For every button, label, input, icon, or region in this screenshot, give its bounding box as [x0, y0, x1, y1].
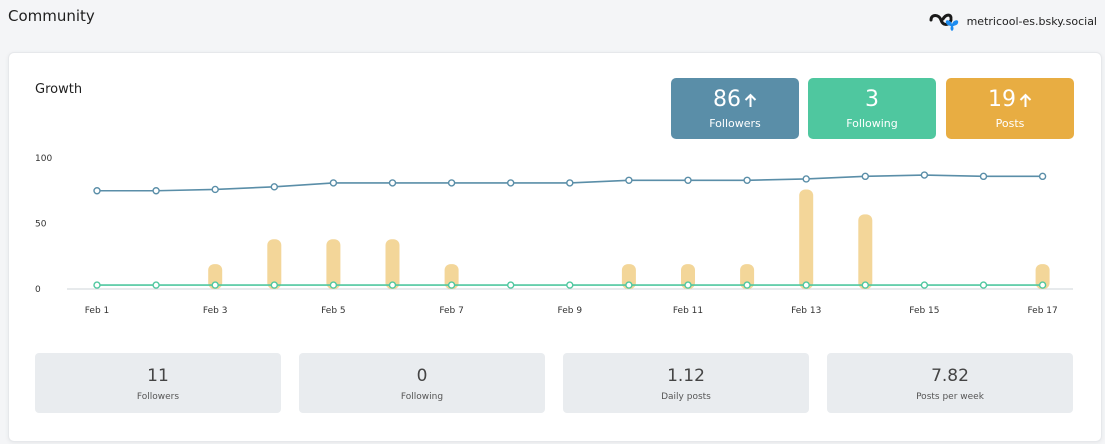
stat-posts-per-week: 7.82 Posts per week: [827, 353, 1073, 413]
following-point: [507, 281, 515, 289]
posts-bar: [208, 264, 223, 289]
posts-bar: [1035, 264, 1050, 289]
following-point: [979, 281, 988, 289]
stat-value: 7.82: [931, 366, 969, 386]
followers-point: [861, 172, 869, 181]
followers-point: [625, 176, 633, 184]
followers-point: [802, 175, 810, 183]
following-point: [270, 281, 278, 289]
following-point: [625, 281, 633, 289]
following-point: [211, 281, 219, 289]
x-tick-label: Feb 11: [673, 306, 703, 316]
stat-value: 11: [147, 366, 169, 386]
posts-bar: [444, 264, 459, 289]
x-tick-label: Feb 9: [558, 306, 583, 316]
stat-daily-posts: 1.12 Daily posts: [563, 353, 809, 413]
followers-point: [684, 176, 692, 184]
kpi-followers[interactable]: 86 Followers: [671, 78, 799, 139]
followers-point: [920, 171, 929, 179]
arrow-up-icon: [1019, 93, 1032, 107]
following-point: [566, 281, 574, 289]
y-tick-label: 50: [35, 220, 47, 230]
kpi-label: Followers: [709, 117, 761, 130]
followers-point: [1038, 172, 1047, 181]
x-tick-label: Feb 5: [321, 306, 346, 316]
x-tick-label: Feb 13: [791, 306, 821, 316]
following-point: [920, 281, 929, 289]
x-tick-label: Feb 17: [1027, 306, 1057, 316]
growth-chart: 100 50 0 Feb 1 Feb 3 Feb 5 Feb 7 Feb 9 Feb 11 Feb…: [35, 154, 1073, 316]
kpi-value: 3: [865, 87, 879, 112]
x-tick-label: Feb 3: [203, 306, 228, 316]
stat-following: 0 Following: [299, 353, 545, 413]
following-point: [802, 281, 810, 289]
following-point: [329, 281, 338, 289]
stat-label: Following: [400, 392, 444, 402]
followers-point: [329, 179, 338, 187]
following-point: [743, 281, 751, 289]
stat-followers: 11 Followers: [35, 353, 281, 413]
y-tick-label: 100: [35, 154, 52, 164]
followers-point: [270, 183, 278, 191]
followers-point: [447, 179, 456, 187]
following-point: [1038, 281, 1047, 289]
account-selector[interactable]: metricool-es.bsky.social: [929, 10, 1097, 32]
page-title: Community: [8, 7, 95, 25]
stat-label: Posts per week: [916, 392, 984, 402]
following-point: [152, 281, 160, 289]
account-handle: metricool-es.bsky.social: [966, 14, 1097, 28]
following-point: [447, 281, 456, 289]
posts-bar: [385, 239, 400, 289]
growth-card: Growth 86 Followers 3 Following 19 Posts…: [8, 52, 1102, 442]
followers-point: [743, 176, 751, 184]
arrow-up-icon: [744, 93, 757, 107]
posts-bar: [858, 214, 873, 289]
kpi-posts[interactable]: 19 Posts: [946, 78, 1074, 139]
following-point: [388, 281, 397, 289]
followers-point: [566, 179, 574, 187]
section-title: Growth: [35, 82, 83, 97]
followers-point: [507, 179, 515, 187]
metricool-bluesky-logo-icon: [929, 13, 958, 31]
kpi-value: 19: [988, 87, 1016, 112]
stat-label: Followers: [136, 392, 180, 402]
y-tick-label: 0: [35, 285, 41, 295]
stat-value: 1.12: [667, 366, 705, 386]
posts-bar: [621, 264, 636, 289]
posts-bar: [267, 239, 282, 289]
kpi-label: Following: [846, 117, 898, 130]
kpi-value: 86: [713, 87, 741, 112]
following-point: [93, 281, 101, 289]
followers-point: [93, 187, 101, 195]
kpi-following[interactable]: 3 Following: [808, 78, 936, 139]
x-tick-label: Feb 15: [909, 306, 939, 316]
followers-point: [211, 185, 219, 194]
stat-label: Daily posts: [661, 392, 711, 402]
stat-value: 0: [416, 366, 428, 386]
followers-point: [979, 172, 988, 181]
followers-point: [152, 187, 160, 195]
followers-point: [388, 179, 397, 187]
following-point: [861, 281, 869, 289]
posts-bar: [740, 264, 755, 289]
kpi-label: Posts: [995, 117, 1025, 130]
posts-bar: [681, 264, 695, 289]
x-tick-label: Feb 7: [439, 306, 464, 316]
x-tick-label: Feb 1: [85, 306, 110, 316]
posts-bar: [799, 189, 814, 289]
following-point: [684, 281, 692, 289]
posts-bar: [326, 239, 341, 289]
